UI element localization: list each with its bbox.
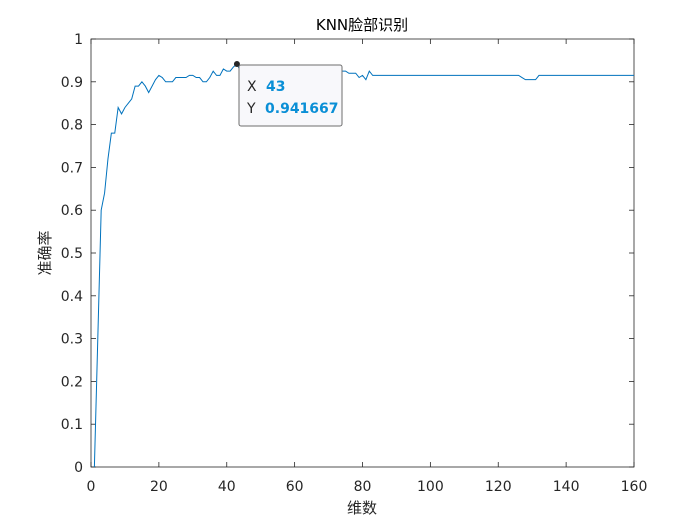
datatip-y-value: 0.941667 [265,101,339,117]
y-tick-label: 0.8 [61,118,83,134]
x-axis-ticks: 0 20 40 60 80 100 120 140 160 [87,39,648,495]
x-tick-label: 140 [553,479,580,495]
x-axis-label: 维数 [347,499,377,517]
y-tick-label: 1 [74,32,83,48]
x-tick-label: 100 [417,479,444,495]
datatip-x-value: 43 [266,79,285,95]
datatip-y-label: Y [246,101,256,117]
y-tick-label: 0.7 [61,160,83,176]
x-tick-label: 20 [150,479,168,495]
svg-text:X 43: X 43 [247,79,286,95]
y-tick-label: 0.9 [61,75,83,91]
y-tick-label: 0.2 [61,374,83,390]
y-tick-label: 0.1 [61,417,83,433]
y-tick-label: 0.4 [61,289,83,305]
chart-title: KNN脸部识别 [316,16,408,34]
plot-area [90,38,635,468]
datatip-x-label: X [247,79,257,95]
y-tick-label: 0.5 [61,246,83,262]
y-tick-label: 0.6 [61,203,83,219]
y-tick-label: 0 [74,460,83,476]
x-tick-label: 60 [286,479,304,495]
datatip-box [238,64,343,127]
y-axis-ticks: 0 0.1 0.2 0.3 0.4 0.5 0.6 0.7 0.8 0.9 1 [61,32,634,476]
x-tick-label: 40 [218,479,236,495]
x-tick-label: 80 [354,479,372,495]
y-tick-label: 0.3 [61,332,83,348]
datatip[interactable]: X 43 Y 0.941667 [238,64,343,127]
x-tick-label: 160 [621,479,648,495]
x-tick-label: 0 [87,479,96,495]
datatip-marker[interactable] [233,60,240,67]
svg-text:Y 0.941667: Y 0.941667 [246,101,339,117]
x-tick-label: 120 [485,479,512,495]
y-axis-label: 准确率 [36,230,54,275]
